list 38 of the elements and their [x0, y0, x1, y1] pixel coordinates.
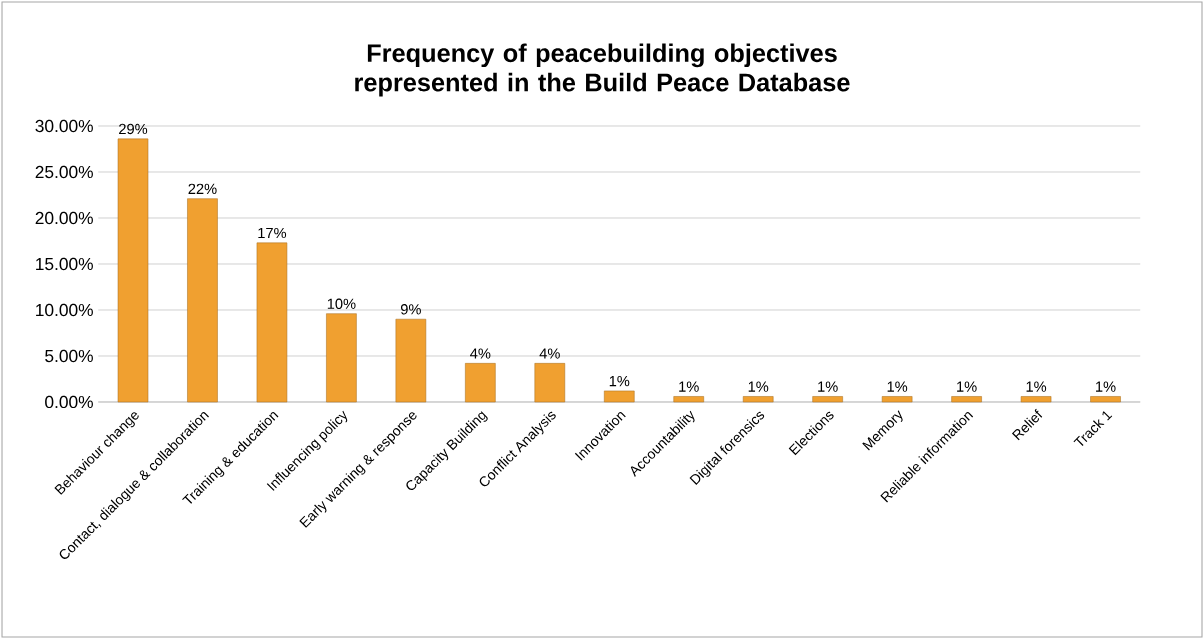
bar	[465, 363, 496, 403]
y-tick-label: 5.00%	[45, 349, 93, 363]
y-tick-label: 30.00%	[35, 119, 93, 133]
data-label: 10%	[327, 298, 356, 309]
data-label: 4%	[539, 348, 560, 359]
bar	[256, 242, 288, 403]
data-label: 1%	[748, 381, 769, 392]
bar	[1090, 396, 1121, 403]
y-tick-label: 15.00%	[36, 257, 93, 271]
data-label: 1%	[679, 381, 699, 392]
bar	[326, 313, 357, 403]
bar	[117, 138, 149, 403]
bar	[534, 363, 566, 403]
data-label: 17%	[258, 227, 287, 239]
chart-title: Frequency of peacebuilding objectives represented in the Build Peace Database	[355, 43, 850, 97]
data-label: 1%	[1096, 381, 1116, 392]
data-label: 1%	[818, 381, 838, 392]
data-label: 1%	[609, 375, 630, 387]
bar	[395, 318, 427, 403]
data-label: 1%	[957, 381, 977, 392]
y-tick-label: 20.00%	[35, 211, 93, 225]
bar	[742, 396, 774, 403]
data-label: 22%	[188, 183, 217, 194]
bar	[187, 198, 218, 403]
data-label: 29%	[119, 123, 148, 135]
bar	[951, 396, 982, 403]
y-tick-label: 10.00%	[36, 303, 93, 317]
y-tick-label: 0.00%	[45, 395, 93, 409]
data-label: 9%	[400, 304, 421, 315]
data-label: 1%	[1026, 381, 1047, 392]
bar	[812, 396, 843, 403]
y-tick-label: 25.00%	[35, 165, 93, 179]
bar	[1020, 396, 1052, 403]
bar	[673, 396, 704, 403]
data-label: 1%	[887, 381, 908, 392]
data-label: 4%	[470, 348, 491, 359]
bar	[881, 396, 913, 403]
bar	[604, 390, 635, 403]
